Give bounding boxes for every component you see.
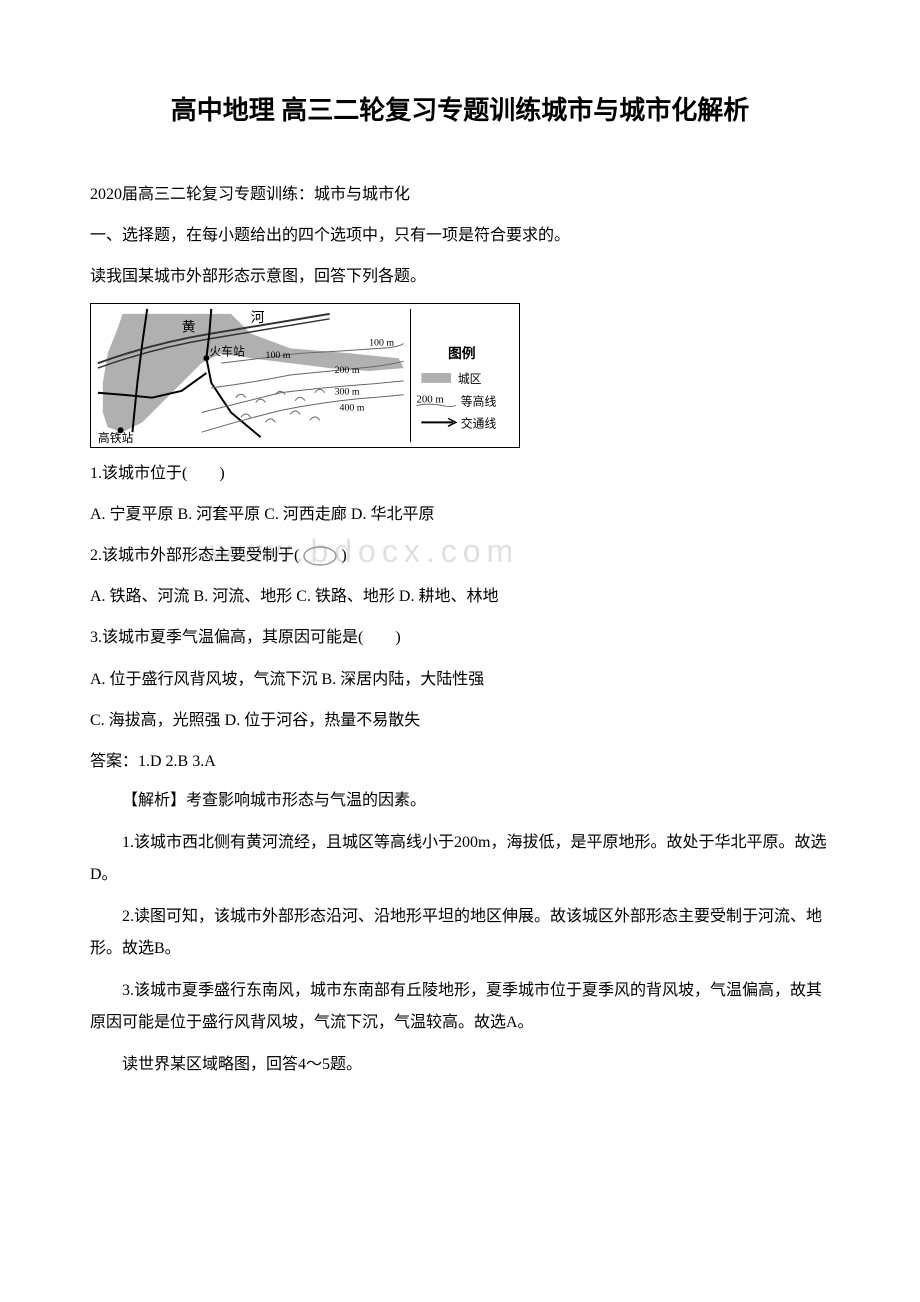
explanation-3: 3.该城市夏季盛行东南风，城市东南部有丘陵地形，夏季城市位于夏季风的背风坡，气温…	[90, 975, 830, 1039]
next-question-intro: 读世界某区域略图，回答4～5题。	[90, 1049, 830, 1081]
answers-line: 答案：1.D 2.B 3.A	[90, 744, 830, 779]
legend-title: 图例	[448, 345, 476, 361]
question-2-post: )	[341, 547, 346, 564]
huang-label: 黄	[182, 319, 196, 334]
explanation-1: 1.该城市西北侧有黄河流经，且城区等高线小于200m，海拔低，是平原地形。故处于…	[90, 827, 830, 891]
question-1: 1.该城市位于( )	[90, 456, 830, 491]
question-3-choices-cd: C. 海拔高，光照强 D. 位于河谷，热量不易散失	[90, 703, 830, 738]
contour-label-400: 400 m	[340, 402, 365, 413]
contour-label-200: 200 m	[335, 365, 360, 376]
question-2-pre: 2.该城市外部形态主要受制于(	[90, 547, 299, 564]
contour-label-100: 100 m	[266, 350, 291, 361]
intro-line-1: 2020届高三二轮复习专题训练：城市与城市化	[90, 177, 830, 212]
legend-contour-label: 等高线	[461, 394, 497, 408]
question-3-choices-ab: A. 位于盛行风背风坡，气流下沉 B. 深居内陆，大陆性强	[90, 662, 830, 697]
contour-300	[201, 380, 403, 412]
contour-label-100b: 100 m	[369, 337, 394, 348]
explanation-header: 【解析】考查影响城市形态与气温的因素。	[90, 785, 830, 817]
map-svg: 黄 河 火车站 高铁站 100 m 100 m 200 m 300 m 400 …	[91, 304, 519, 447]
gaotie-label: 高铁站	[98, 431, 134, 445]
station-label: 火车站	[209, 344, 245, 358]
legend-city-swatch	[421, 373, 451, 383]
map-figure: 黄 河 火车站 高铁站 100 m 100 m 200 m 300 m 400 …	[90, 303, 520, 448]
hills	[236, 389, 325, 422]
legend-city-label: 城区	[458, 371, 482, 385]
contour-label-300: 300 m	[335, 386, 360, 397]
question-2: 2.该城市外部形态主要受制于()	[90, 538, 830, 573]
intro-line-3: 读我国某城市外部形态示意图，回答下列各题。	[90, 259, 830, 294]
question-2-choices: A. 铁路、河流 B. 河流、地形 C. 铁路、地形 D. 耕地、林地	[90, 579, 830, 614]
choice-oval-icon	[302, 545, 338, 567]
document-title: 高中地理 高三二轮复习专题训练城市与城市化解析	[90, 90, 830, 127]
explanation-2: 2.读图可知，该城市外部形态沿河、沿地形平坦的地区伸展。故该城区外部形态主要受制…	[90, 901, 830, 965]
intro-line-2: 一、选择题，在每小题给出的四个选项中，只有一项是符合要求的。	[90, 218, 830, 253]
question-1-choices: A. 宁夏平原 B. 河套平原 C. 河西走廊 D. 华北平原	[90, 497, 830, 532]
question-3: 3.该城市夏季气温偏高，其原因可能是( )	[90, 620, 830, 655]
legend-traffic-label: 交通线	[461, 416, 497, 430]
he-label: 河	[251, 309, 265, 324]
